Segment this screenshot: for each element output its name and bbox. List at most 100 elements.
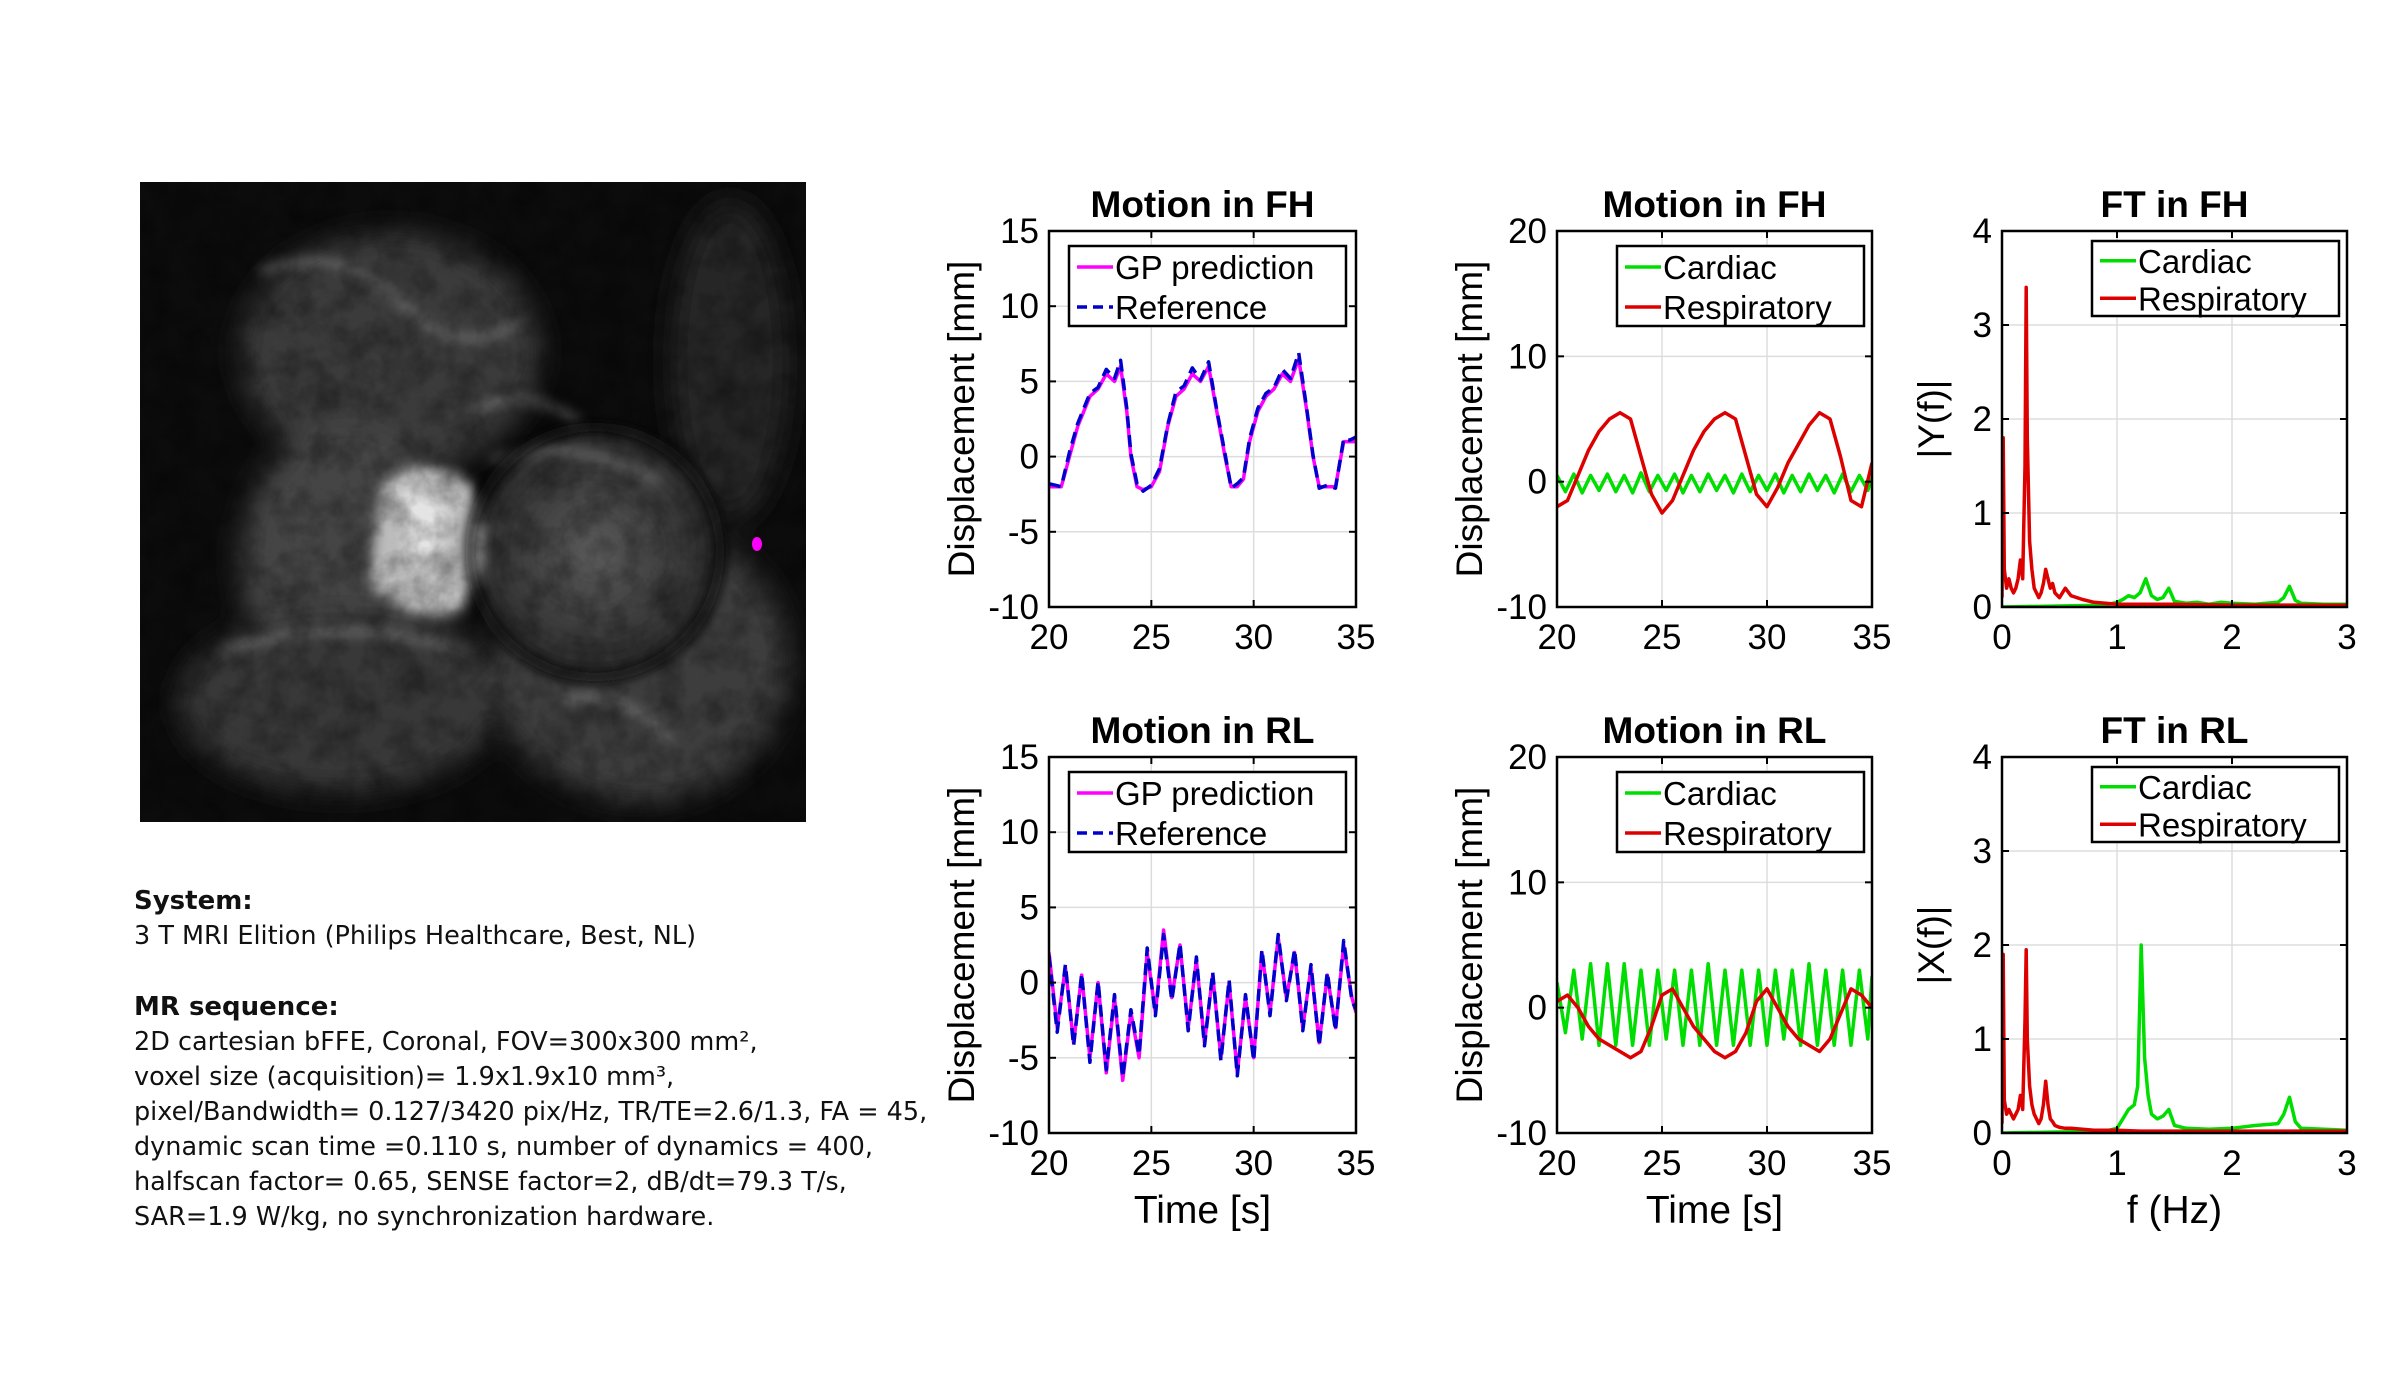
y-tick-label: 5 xyxy=(1020,362,1039,401)
rl-decomp-series-0 xyxy=(1557,962,1872,1048)
y-tick-label: -5 xyxy=(1008,1039,1039,1078)
sequence-line: pixel/Bandwidth= 0.127/3420 pix/Hz, TR/T… xyxy=(134,1097,928,1127)
legend-box xyxy=(1615,770,1866,854)
tracking-marker xyxy=(752,537,762,551)
y-tick-label: 10 xyxy=(1508,863,1547,902)
fh-motion-chart: 20 25 30 35 -10 -5 0 5 10 15 Motion in FH Displacem… xyxy=(941,184,1375,657)
rl-ft-series-1 xyxy=(2002,947,2347,1133)
y-axis-label: Displacement [mm] xyxy=(1449,787,1490,1104)
rl-ft-series-0 xyxy=(2002,943,2347,1133)
rl-decomp-chart: 20 25 30 35 -10 0 10 20 Motion in RL Displacement… xyxy=(1449,710,1891,1232)
x-tick-label: 35 xyxy=(1337,618,1376,657)
y-tick-label: 20 xyxy=(1508,738,1547,777)
fh-ft-series-0 xyxy=(2002,577,2347,607)
y-tick-label: -10 xyxy=(988,1114,1039,1153)
y-tick-label: 0 xyxy=(1528,989,1547,1028)
axes-box xyxy=(1555,229,1874,609)
sequence-line: voxel size (acquisition)= 1.9x1.9x10 mm³… xyxy=(134,1062,675,1092)
y-tick-label: 4 xyxy=(1973,212,1992,251)
y-tick-label: 10 xyxy=(1508,337,1547,376)
y-tick-label: -10 xyxy=(988,588,1039,627)
rl-ft-chart: 0 1 2 3 0 1 2 3 4 FT in RL |X(f)| f (Hz) CardiacResp… xyxy=(1911,710,2357,1232)
fh-motion-series-1 xyxy=(1049,351,1356,493)
y-tick-label: 4 xyxy=(1973,738,1992,777)
x-tick-label: 2 xyxy=(2222,1144,2241,1183)
y-tick-label: 15 xyxy=(1000,212,1039,251)
y-tick-label: 2 xyxy=(1973,400,1992,439)
legend-label: GP prediction xyxy=(1115,775,1314,812)
y-tick-label: 0 xyxy=(1020,964,1039,1003)
x-axis-label: Time [s] xyxy=(1646,1189,1783,1232)
y-axis-label: |X(f)| xyxy=(1911,906,1952,985)
chart-title: FT in FH xyxy=(2101,184,2249,225)
legend-label: Respiratory xyxy=(1663,289,1832,326)
legend-label: Reference xyxy=(1115,289,1267,326)
axes-box xyxy=(1047,755,1358,1135)
x-tick-label: 30 xyxy=(1748,618,1787,657)
acquisition-info: System: 3 T MRI Elition (Philips Healthc… xyxy=(134,884,954,1235)
legend-label: Respiratory xyxy=(2138,806,2307,843)
rl-decomp-series-1 xyxy=(1557,987,1872,1060)
y-tick-label: 15 xyxy=(1000,738,1039,777)
x-tick-label: 2 xyxy=(2222,618,2241,657)
y-tick-label: -5 xyxy=(1008,513,1039,552)
x-tick-label: 1 xyxy=(2107,618,2126,657)
system-text: 3 T MRI Elition (Philips Healthcare, Bes… xyxy=(134,921,697,951)
y-tick-label: 0 xyxy=(1528,463,1547,502)
y-tick-label: 20 xyxy=(1508,212,1547,251)
x-tick-label: 3 xyxy=(2337,1144,2356,1183)
fh-decomp-chart: 20 25 30 35 -10 0 10 20 Motion in FH Displacement… xyxy=(1449,184,1891,657)
fh-ft-chart: 0 1 2 3 0 1 2 3 4 FT in FH |Y(f)| CardiacRespirator… xyxy=(1911,184,2357,657)
x-tick-label: 20 xyxy=(1030,1144,1069,1183)
legend-box xyxy=(1067,770,1348,854)
legend-label: Respiratory xyxy=(2138,280,2307,317)
x-tick-label: 20 xyxy=(1030,618,1069,657)
x-axis-label: Time [s] xyxy=(1134,1189,1271,1232)
x-tick-label: 0 xyxy=(1992,1144,2011,1183)
y-tick-label: 0 xyxy=(1973,588,1992,627)
x-tick-label: 1 xyxy=(2107,1144,2126,1183)
x-tick-label: 3 xyxy=(2337,618,2356,657)
y-tick-label: 2 xyxy=(1973,926,1992,965)
x-tick-label: 35 xyxy=(1853,618,1892,657)
fh-decomp-series-1 xyxy=(1557,410,1872,515)
chart-title: FT in RL xyxy=(2101,710,2249,751)
y-tick-label: 3 xyxy=(1973,306,1992,345)
x-tick-label: 0 xyxy=(1992,618,2011,657)
legend-box xyxy=(1615,244,1866,328)
y-axis-label: Displacement [mm] xyxy=(1449,261,1490,578)
x-tick-label: 25 xyxy=(1132,618,1171,657)
legend-label: Cardiac xyxy=(1663,249,1777,286)
chart-title: Motion in RL xyxy=(1603,710,1827,751)
x-tick-label: 25 xyxy=(1643,1144,1682,1183)
mri-coronal-image xyxy=(140,182,806,822)
sequence-line: dynamic scan time =0.110 s, number of dy… xyxy=(134,1132,873,1162)
y-axis-label: Displacement [mm] xyxy=(941,787,982,1104)
y-axis-label: |Y(f)| xyxy=(1911,380,1952,459)
legend-label: Cardiac xyxy=(1663,775,1777,812)
fh-decomp-series-0 xyxy=(1557,471,1872,495)
y-tick-label: 0 xyxy=(1020,438,1039,477)
chart-title: Motion in FH xyxy=(1091,184,1315,225)
x-tick-label: 25 xyxy=(1643,618,1682,657)
axes-box xyxy=(1555,755,1874,1135)
y-tick-label: -10 xyxy=(1496,1114,1547,1153)
y-axis-label: Displacement [mm] xyxy=(941,261,982,578)
x-tick-label: 30 xyxy=(1234,1144,1273,1183)
chart-title: Motion in RL xyxy=(1091,710,1315,751)
y-tick-label: 5 xyxy=(1020,888,1039,927)
sequence-line: SAR=1.9 W/kg, no synchronization hardwar… xyxy=(134,1202,715,1232)
legend-label: Cardiac xyxy=(2138,243,2252,280)
legend-box xyxy=(2090,765,2341,844)
sequence-heading: MR sequence: xyxy=(134,992,339,1022)
legend-box xyxy=(2090,239,2341,318)
x-tick-label: 20 xyxy=(1538,1144,1577,1183)
legend-label: Reference xyxy=(1115,815,1267,852)
x-tick-label: 35 xyxy=(1853,1144,1892,1183)
rl-motion-chart: 20 25 30 35 -10 -5 0 5 10 15 Motion in RL Displacem… xyxy=(941,710,1375,1232)
legend-label: GP prediction xyxy=(1115,249,1314,286)
